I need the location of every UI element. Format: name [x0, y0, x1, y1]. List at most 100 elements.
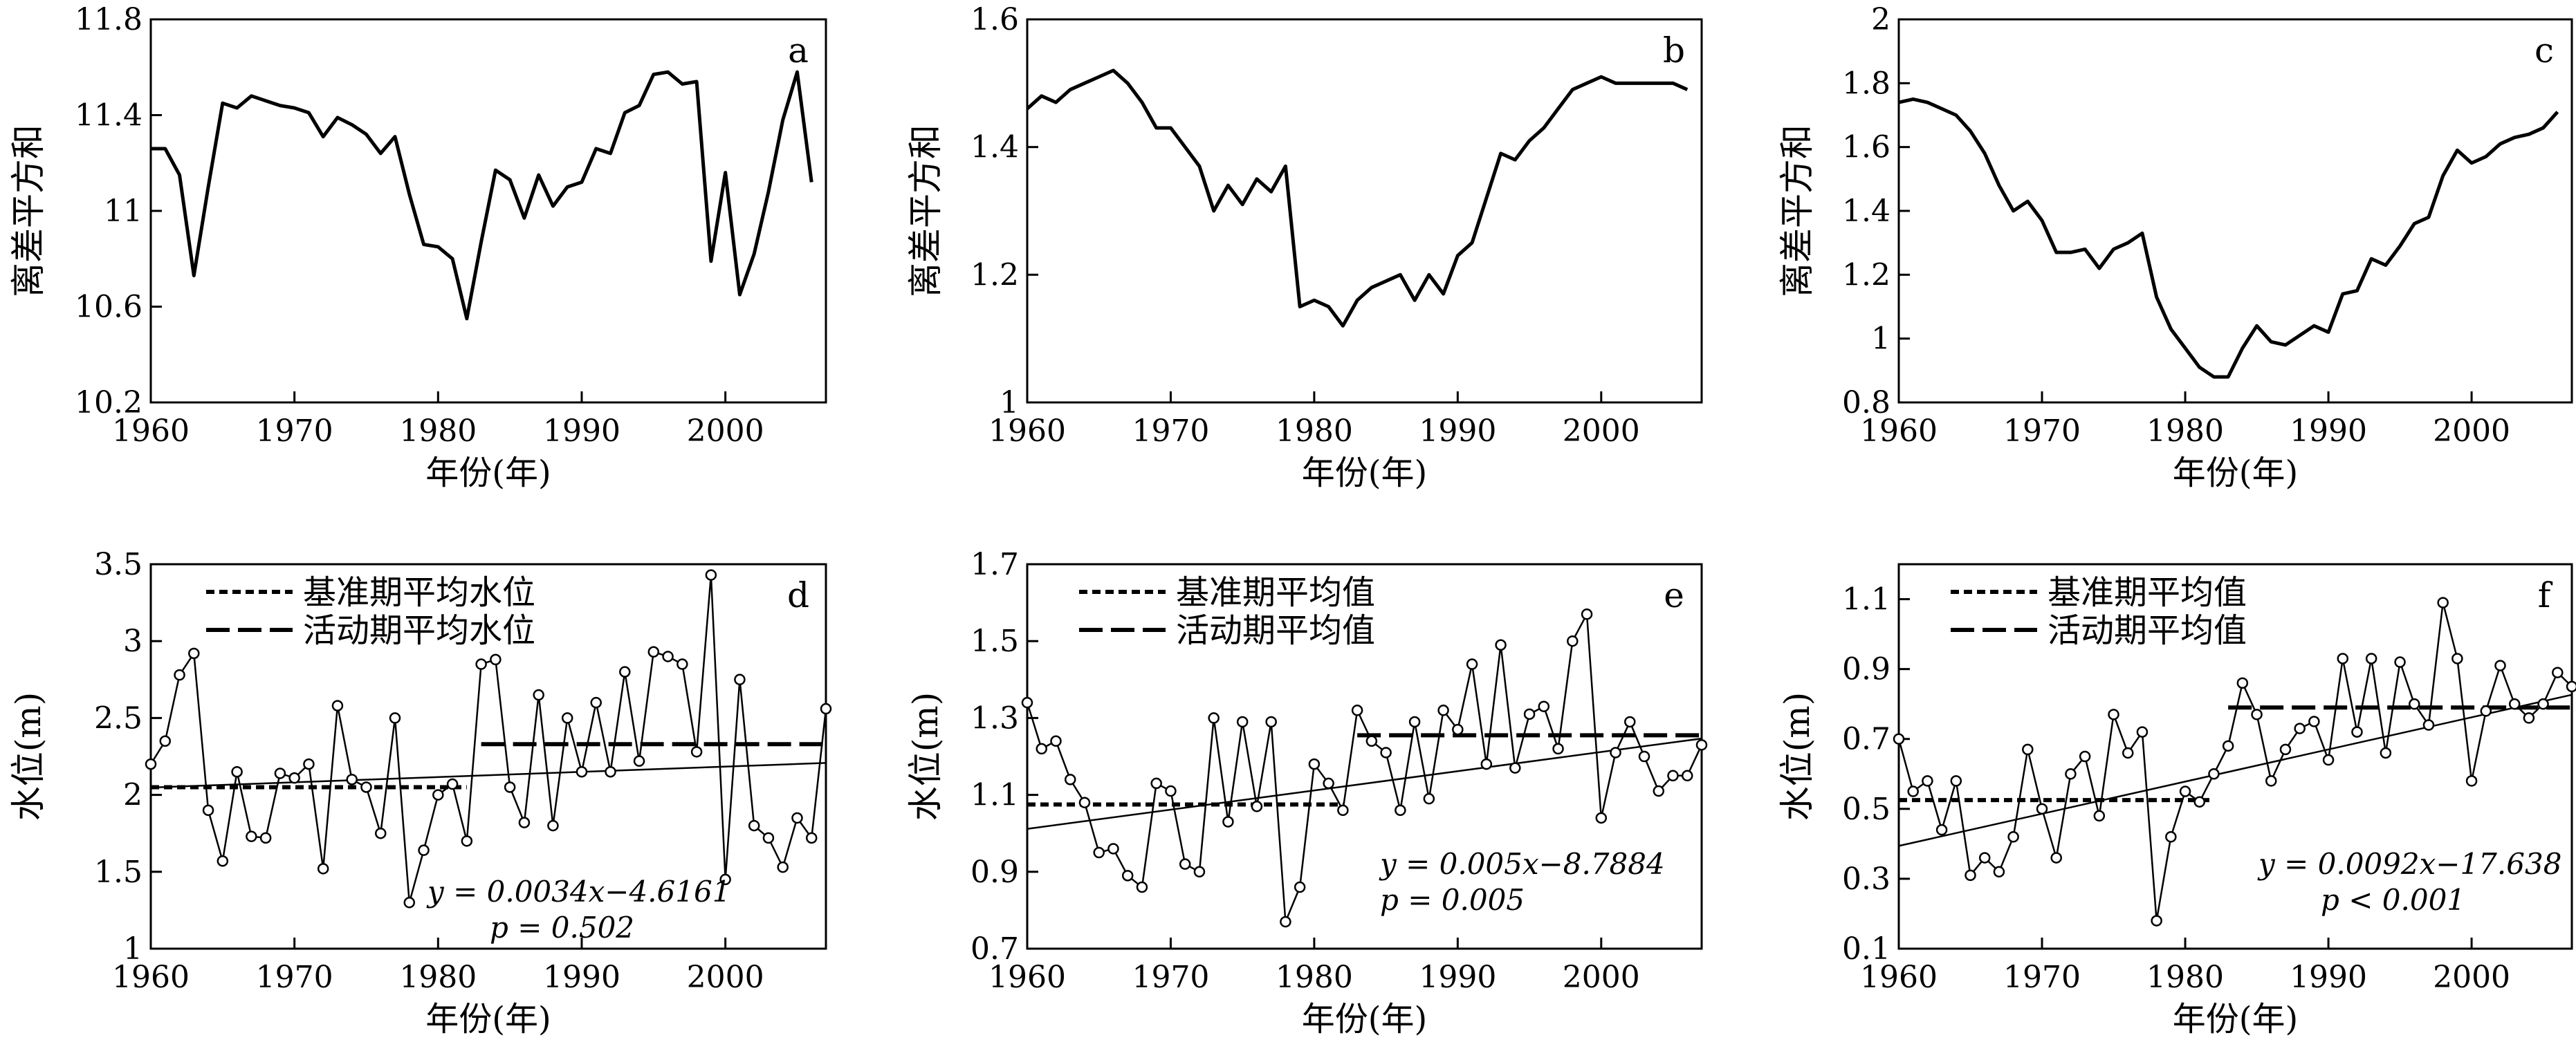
x-axis-title: 年份(年): [1302, 454, 1427, 492]
data-point: [1907, 785, 1919, 797]
legend-active-label: 活动期平均水位: [303, 611, 535, 650]
data-point: [1638, 750, 1650, 763]
data-point: [2122, 747, 2134, 759]
x-tick-label: 2000: [1563, 960, 1640, 995]
panel-b: 1960 1970 1980 1990 2000 1 1.2 1.4 1.6 年份(年) 离差平方和…: [905, 2, 1703, 492]
data-point: [1653, 785, 1665, 797]
x-tick-label: 1970: [1132, 413, 1209, 449]
data-point: [2108, 709, 2119, 720]
x-tick-label: 1990: [1419, 960, 1496, 995]
data-point: [734, 673, 746, 686]
data-point: [1121, 870, 1134, 882]
data-point: [2409, 698, 2420, 710]
data-point: [2007, 831, 2019, 843]
data-point: [2179, 785, 2191, 797]
data-point: [705, 569, 717, 581]
x-tick-label: 1970: [256, 960, 333, 995]
data-point: [188, 647, 200, 660]
data-point: [1380, 747, 1392, 759]
x-tick-label: 1970: [2003, 960, 2081, 995]
y-tick-label: 11: [104, 194, 142, 229]
data-point: [2537, 698, 2549, 710]
y-tick-label: 11.4: [75, 98, 142, 133]
data-point: [2065, 768, 2077, 780]
y-tick-label: 10.6: [75, 290, 142, 325]
data-point: [2422, 719, 2435, 731]
data-point: [1538, 700, 1550, 712]
data-point: [1093, 846, 1105, 859]
data-point: [461, 835, 473, 847]
y-tick-label: 2: [123, 778, 142, 813]
data-point: [1682, 770, 1693, 782]
panel-label: e: [1664, 575, 1684, 615]
data-point: [1294, 881, 1306, 893]
x-tick-label: 1990: [543, 413, 620, 449]
data-point: [662, 651, 674, 662]
data-point: [202, 804, 214, 817]
data-point: [145, 758, 157, 770]
x-tick-label: 2000: [687, 413, 764, 449]
y-tick-label: 1: [1871, 322, 1890, 357]
y-tick-label: 10.2: [75, 385, 142, 420]
x-tick-label: 2000: [2433, 960, 2510, 995]
data-point: [2079, 750, 2091, 763]
y-tick-label: 1.1: [970, 778, 1019, 813]
data-point: [2236, 677, 2249, 689]
data-point: [1064, 774, 1076, 785]
data-point: [590, 696, 602, 709]
panel-label: a: [788, 30, 809, 71]
data-point: [2093, 810, 2106, 822]
series-line: [1026, 68, 1689, 328]
trend-line: [150, 762, 827, 789]
x-tick-label: 1990: [2290, 960, 2367, 995]
y-axis-title: 离差平方和: [905, 124, 946, 297]
y-tick-label: 0.9: [970, 855, 1019, 890]
series-line: [1897, 602, 2573, 921]
data-point: [2265, 775, 2277, 787]
data-point: [762, 832, 775, 844]
x-tick-label: 1990: [543, 960, 620, 995]
data-point: [690, 746, 703, 758]
x-tick-label: 1980: [1276, 413, 1353, 449]
data-point: [1695, 739, 1708, 751]
legend-baseline-label: 基准期平均水位: [303, 573, 535, 612]
panel-a: 1960 1970 1980 1990 2000 10.2 10.6 11 11.4 11.8 年份…: [8, 2, 827, 492]
data-point: [2136, 726, 2149, 738]
data-point: [2193, 796, 2205, 808]
data-point: [1993, 866, 2005, 878]
panel-label: d: [787, 575, 809, 615]
data-point: [1466, 658, 1478, 670]
y-tick-label: 0.8: [1842, 385, 1890, 420]
x-tick-label: 1960: [1860, 413, 1938, 449]
x-tick-label: 1970: [1132, 960, 1209, 995]
data-point: [1610, 747, 1621, 759]
data-point: [360, 781, 372, 793]
x-axis-title: 年份(年): [425, 454, 551, 492]
data-point: [2437, 597, 2449, 608]
plot-frame: [1897, 563, 2573, 950]
data-point: [2552, 667, 2564, 678]
x-tick-label: 1980: [399, 960, 477, 995]
data-point: [576, 765, 588, 778]
x-tick-label: 1960: [1860, 960, 1938, 995]
y-tick-label: 1: [1000, 385, 1019, 420]
data-point: [2351, 726, 2363, 738]
data-point: [418, 844, 430, 856]
regression-equation: y = 0.0034x−4.6161: [426, 875, 730, 909]
x-tick-label: 1990: [1419, 413, 1496, 449]
data-point: [2566, 680, 2576, 693]
data-point: [475, 658, 487, 670]
x-tick-label: 1990: [2290, 413, 2367, 449]
data-point: [1624, 716, 1636, 728]
y-axis-title: 水位(m): [1777, 692, 1817, 821]
data-point: [1251, 801, 1263, 812]
legend-baseline-label: 基准期平均值: [1176, 573, 1375, 612]
x-tick-label: 1960: [112, 413, 190, 449]
data-point: [1265, 716, 1277, 728]
x-tick-label: 1980: [2146, 960, 2224, 995]
y-tick-label: 0.9: [1842, 652, 1890, 687]
data-point: [647, 646, 660, 658]
x-axis-title: 年份(年): [425, 1000, 551, 1039]
data-point: [1893, 733, 1905, 745]
data-point: [159, 735, 172, 747]
